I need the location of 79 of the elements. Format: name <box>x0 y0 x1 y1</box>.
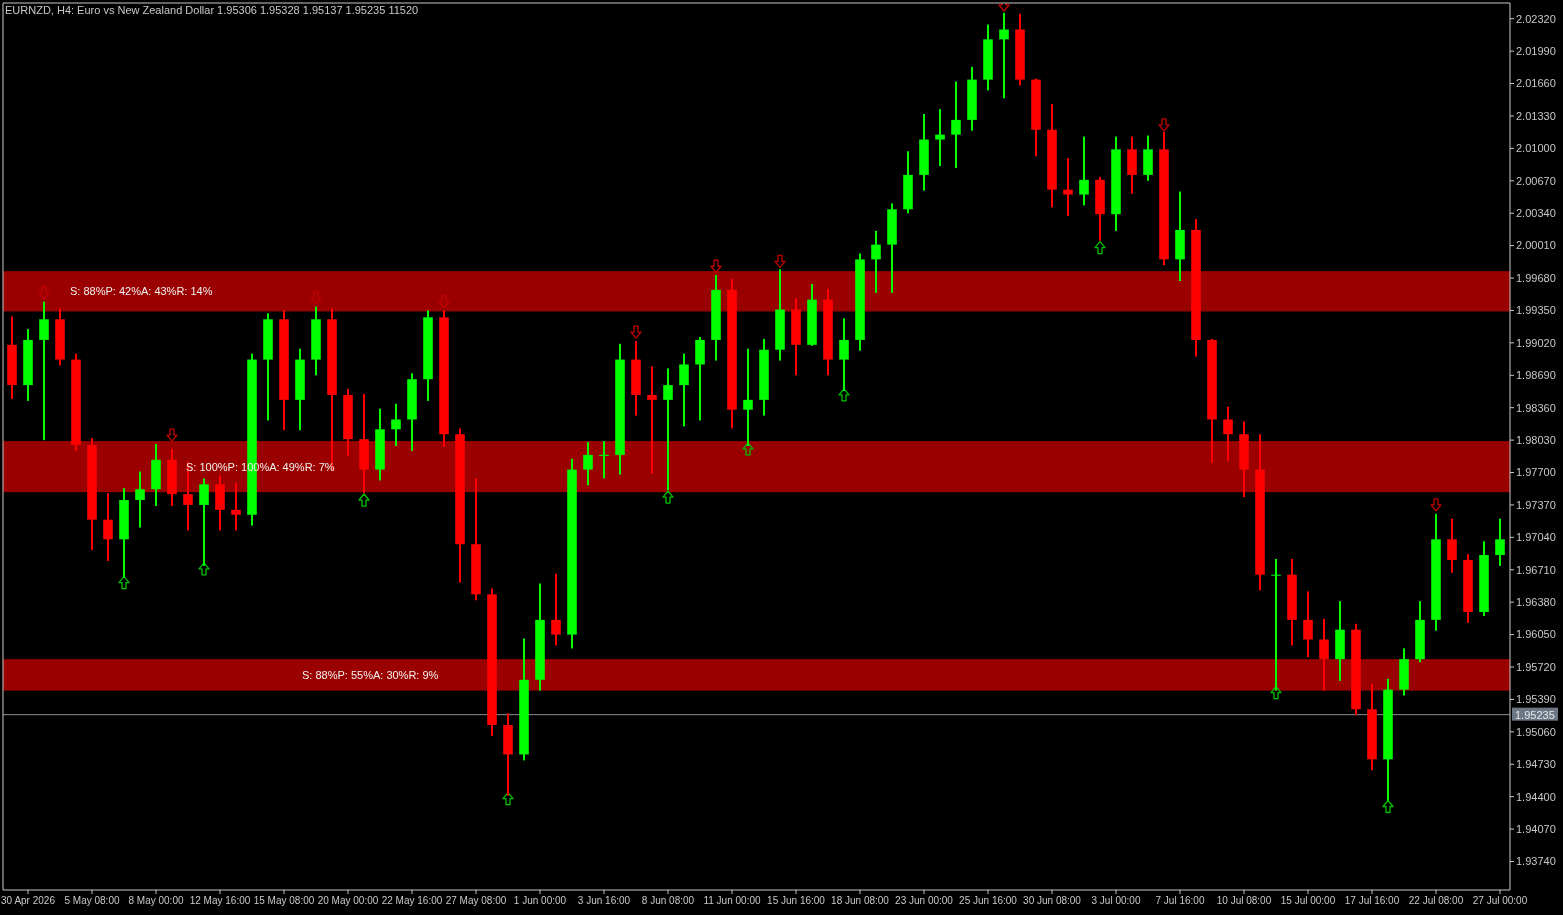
y-tick-label: 1.96050 <box>1516 628 1556 641</box>
x-tick-label: 10 Jul 08:00 <box>1216 895 1272 906</box>
x-tick-label: 1 Jun 00:00 <box>513 895 567 906</box>
band-label: S: 88%P: 55%A: 30%R: 9% <box>302 668 439 681</box>
candlestick <box>231 483 241 531</box>
y-tick-label: 1.94730 <box>1516 758 1556 771</box>
point <box>166 428 178 442</box>
y-tick-label: 2.01660 <box>1516 77 1556 90</box>
candlestick <box>647 366 657 474</box>
x-tick-label: 20 May 00:00 <box>317 895 379 906</box>
point <box>630 325 642 339</box>
x-tick-label: 22 May 16:00 <box>381 895 443 906</box>
y-tick-label: 2.01990 <box>1516 44 1556 57</box>
y-tick-label: 1.94400 <box>1516 790 1556 803</box>
x-tick-label: 27 Jul 00:00 <box>1472 895 1528 906</box>
x-tick-label: 15 Jul 00:00 <box>1280 895 1336 906</box>
x-tick-label: 27 May 08:00 <box>445 895 507 906</box>
y-tick-label: 1.96710 <box>1516 563 1556 576</box>
y-tick-label: 1.95060 <box>1516 725 1556 738</box>
candlestick <box>935 109 945 167</box>
x-tick-label: 23 Jun 00:00 <box>895 895 954 906</box>
point <box>838 388 850 402</box>
point <box>198 562 210 576</box>
x-tick-label: 18 Jun 08:00 <box>831 895 890 906</box>
y-tick-label: 2.00340 <box>1516 207 1556 220</box>
y-tick-label: 2.01000 <box>1516 142 1556 155</box>
y-tick-label: 1.99350 <box>1516 304 1556 317</box>
y-tick-label: 1.98360 <box>1516 401 1556 414</box>
point <box>118 575 130 590</box>
x-tick-label: 30 Apr 2026 <box>1 895 56 906</box>
point <box>1382 799 1394 814</box>
x-tick-label: 15 May 08:00 <box>253 895 315 906</box>
y-tick-label: 1.98030 <box>1516 433 1556 446</box>
y-tick-label: 1.95720 <box>1516 660 1556 673</box>
y-tick-label: 1.97700 <box>1516 466 1556 479</box>
chart-title: EURNZD, H4: Euro vs New Zealand Dollar 1.95306 1.95328 1.95137 1.95235 11520 <box>5 4 419 16</box>
y-tick-label: 2.00010 <box>1516 239 1556 252</box>
x-tick-label: 25 Jun 16:00 <box>959 895 1018 906</box>
y-tick-label: 1.93740 <box>1516 855 1556 868</box>
point <box>774 254 786 268</box>
band-label: S: 88%P: 42%A: 43%R: 14% <box>70 285 213 298</box>
x-tick-label: 15 Jun 16:00 <box>767 895 826 906</box>
y-tick-label: 1.98690 <box>1516 369 1556 382</box>
y-tick-label: 1.97040 <box>1516 531 1556 544</box>
x-tick-label: 8 Jun 08:00 <box>641 895 695 906</box>
point <box>502 792 514 806</box>
x-tick-label: 22 Jul 08:00 <box>1408 895 1464 906</box>
x-tick-label: 3 Jun 16:00 <box>577 895 631 906</box>
point <box>358 493 370 507</box>
x-tick-label: 11 Jun 00:00 <box>703 895 761 906</box>
y-tick-label: 1.99680 <box>1516 271 1556 284</box>
candlestick <box>1063 158 1073 217</box>
y-tick-label: 2.00670 <box>1516 174 1556 187</box>
point <box>662 490 674 504</box>
y-tick-label: 1.97370 <box>1516 498 1556 511</box>
point <box>1430 498 1442 512</box>
ref-line-label: 1.95235 <box>1515 708 1555 721</box>
point <box>742 442 754 456</box>
y-tick-label: 1.95390 <box>1516 693 1556 706</box>
x-tick-label: 30 Jun 08:00 <box>1023 895 1082 906</box>
point <box>310 291 322 305</box>
x-tick-label: 5 May 08:00 <box>64 895 120 906</box>
x-tick-label: 7 Jul 16:00 <box>1155 895 1205 906</box>
y-tick-label: 1.96380 <box>1516 596 1556 609</box>
y-tick-label: 2.02320 <box>1516 12 1556 25</box>
point <box>1270 685 1282 700</box>
point <box>710 259 722 273</box>
candlestick <box>599 441 609 479</box>
x-tick-label: 12 May 16:00 <box>189 895 251 906</box>
y-tick-label: 1.94070 <box>1516 822 1556 835</box>
y-tick-label: 2.01330 <box>1516 109 1556 122</box>
point <box>1158 118 1170 132</box>
x-tick-label: 17 Jul 16:00 <box>1344 895 1400 906</box>
point <box>38 286 50 300</box>
x-tick-label: 3 Jul 00:00 <box>1091 895 1141 906</box>
y-tick-label: 1.99020 <box>1516 336 1556 349</box>
point <box>1094 240 1106 255</box>
point <box>438 294 450 309</box>
x-tick-label: 8 May 00:00 <box>128 895 184 906</box>
